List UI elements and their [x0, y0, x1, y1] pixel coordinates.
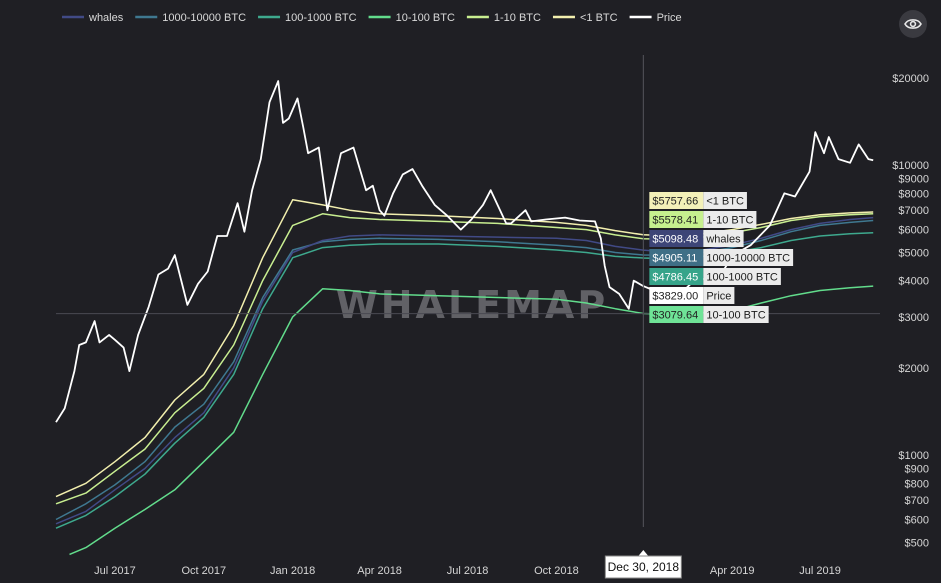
hover-series-name: 100-1000 BTC	[706, 272, 778, 284]
hover-value-box	[649, 287, 704, 304]
hover-value: $3079.64	[652, 310, 698, 322]
y-tick-label: $800	[905, 478, 929, 490]
hover-series-name: 10-100 BTC	[706, 310, 765, 322]
hover-value: $4786.45	[652, 272, 698, 284]
date-pointer	[638, 550, 649, 556]
y-tick-label: $6000	[898, 225, 929, 237]
x-tick-label: Apr 2018	[357, 565, 402, 577]
hover-series-name: <1 BTC	[706, 196, 744, 208]
crosshair-date-box	[604, 555, 682, 579]
hover-value: $4905.11	[652, 253, 697, 265]
x-tick-label: Jan 2018	[270, 565, 315, 577]
legend-item-label: Price	[657, 12, 682, 24]
hover-name-box	[703, 306, 769, 323]
hover-series-name: Price	[706, 291, 731, 303]
hover-value-box	[649, 230, 704, 247]
eye-icon	[904, 19, 922, 29]
hover-name-box	[703, 268, 781, 285]
y-tick-label: $2000	[898, 363, 929, 375]
hover-value-box	[649, 211, 704, 228]
hover-value: $3829.00	[652, 291, 698, 303]
y-tick-label: $700	[905, 495, 929, 507]
crosshair-date-label: Dec 30, 2018	[608, 560, 680, 574]
x-tick-label: Jul 2018	[447, 565, 489, 577]
x-tick-label: Apr 2019	[710, 565, 755, 577]
x-tick-label: Oct 2018	[534, 565, 579, 577]
series-line-100-1000-btc	[55, 232, 874, 529]
hover-value: $5578.41	[652, 215, 698, 227]
x-tick-label: Oct 2017	[181, 565, 226, 577]
legend-item-label: 1000-10000 BTC	[162, 12, 246, 24]
y-tick-label: $600	[905, 515, 929, 527]
hover-value-box	[649, 192, 704, 209]
x-tick-label: Jul 2019	[799, 565, 841, 577]
series-layer	[55, 80, 874, 556]
y-tick-label: $4000	[898, 276, 929, 288]
legend-item-label: whales	[88, 12, 124, 24]
watermark-layer: WHALEMAP	[336, 283, 608, 327]
legend-item-label: 1-10 BTC	[494, 12, 541, 24]
y-tick-label: $7000	[898, 205, 929, 217]
hover-series-name: 1-10 BTC	[706, 215, 753, 227]
hover-name-box	[703, 211, 757, 228]
hover-labels: $5757.66 <1 BTC $5578.41 1-10 BTC $5098.48 wh…	[649, 192, 794, 323]
hover-value-box	[649, 268, 704, 285]
visibility-toggle-button[interactable]	[899, 10, 927, 38]
hover-value-box	[649, 306, 704, 323]
legend-item-label: 10-100 BTC	[396, 12, 455, 24]
series-line-1000-10000-btc	[55, 219, 874, 521]
watermark: WHALEMAP	[336, 283, 608, 327]
x-tick-label: Jul 2017	[94, 565, 136, 577]
legend-item-label: <1 BTC	[580, 12, 618, 24]
y-tick-label: $10000	[892, 160, 929, 172]
hover-series-name: whales	[705, 234, 741, 246]
y-tick-label: $1000	[898, 450, 929, 462]
y-axis: $20000 $10000 $9000 $8000 $7000 $6000 $5000 $40…	[892, 73, 929, 550]
hover-name-box	[703, 249, 794, 266]
hover-name-box	[703, 230, 744, 247]
series-line-10-100-btc	[69, 285, 874, 556]
hover-name-box	[703, 192, 747, 209]
y-tick-label: $5000	[898, 248, 929, 260]
y-tick-label: $500	[905, 537, 929, 549]
hover-value-box	[649, 249, 704, 266]
y-tick-label: $3000	[898, 312, 929, 324]
hover-value: $5757.66	[652, 196, 698, 208]
hover-name-box	[703, 287, 735, 304]
legend: whales 1000-10000 BTC 100-1000 BTC 10-100 B…	[62, 12, 682, 24]
y-tick-label: $9000	[898, 174, 929, 186]
legend-item-label: 100-1000 BTC	[285, 12, 357, 24]
y-tick-label: $8000	[898, 188, 929, 200]
hover-value: $5098.48	[652, 234, 698, 246]
y-tick-label: $900	[905, 463, 929, 475]
hover-series-name: 1000-10000 BTC	[706, 253, 790, 265]
y-tick-label: $20000	[892, 73, 929, 85]
x-axis: Jul 2017 Oct 2017 Jan 2018 Apr 2018 Jul 2018…	[94, 565, 841, 577]
